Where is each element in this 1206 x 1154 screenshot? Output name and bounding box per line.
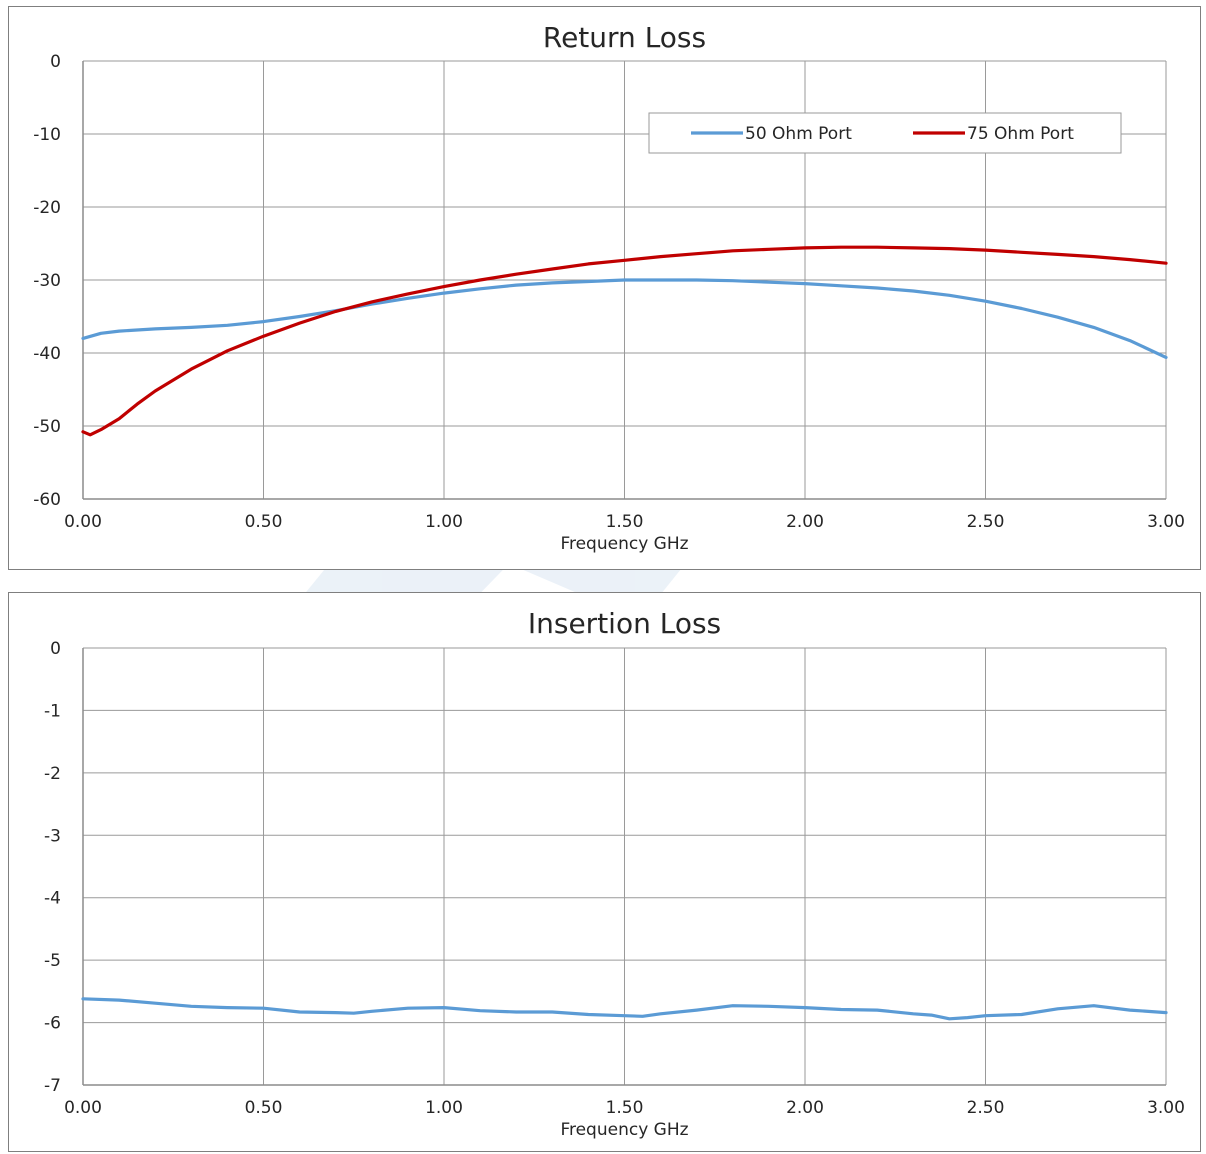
x-tick-label: 1.50 <box>606 512 644 532</box>
x-axis-label: Frequency GHz <box>560 1120 688 1140</box>
legend: 50 Ohm Port 75 Ohm Port <box>648 112 1122 154</box>
series-line-2 <box>81 245 1168 437</box>
chart-title: Return Loss <box>543 21 706 54</box>
return-loss-chart: Return Loss 0 -10 -20 -30 -40 -50 -60 0.00 0.50… <box>8 6 1201 570</box>
legend-entry: 50 Ohm Port <box>745 124 852 144</box>
y-tick-label: 0 <box>50 52 61 72</box>
insertion-loss-plot: Insertion Loss 0 -1 -2 -3 -4 -5 -6 -7 0.00 0.50 1… <box>44 607 1185 1140</box>
y-tick-label: -10 <box>33 125 61 145</box>
y-tick-label: 0 <box>50 639 61 659</box>
y-tick-label: -7 <box>44 1076 61 1096</box>
y-tick-label: -5 <box>44 951 61 971</box>
x-tick-label: 2.00 <box>786 1098 824 1118</box>
y-tick-label: -50 <box>33 417 61 437</box>
x-tick-label: 0.00 <box>64 512 102 532</box>
y-tick-label: -40 <box>33 344 61 364</box>
y-tick-label: -4 <box>44 889 61 909</box>
x-tick-label: 1.00 <box>425 512 463 532</box>
x-tick-label: 2.50 <box>967 1098 1005 1118</box>
x-tick-label: 0.50 <box>245 1098 283 1118</box>
x-tick-label: 3.00 <box>1147 512 1185 532</box>
y-tick-label: -60 <box>33 490 61 510</box>
chart-title: Insertion Loss <box>528 607 721 640</box>
series-line-1 <box>81 278 1168 359</box>
series-line-1 <box>81 997 1168 1021</box>
x-tick-label: 2.00 <box>786 512 824 532</box>
legend-entry: 75 Ohm Port <box>967 124 1074 144</box>
x-tick-label: 0.00 <box>64 1098 102 1118</box>
y-tick-label: -30 <box>33 271 61 291</box>
y-tick-label: -20 <box>33 198 61 218</box>
y-tick-label: -3 <box>44 826 61 846</box>
return-loss-plot: Return Loss 0 -10 -20 -30 -40 -50 -60 0.00 0.50… <box>33 21 1185 554</box>
y-tick-label: -6 <box>44 1014 61 1034</box>
y-tick-label: -2 <box>44 764 61 784</box>
x-tick-label: 1.50 <box>606 1098 644 1118</box>
y-tick-label: -1 <box>44 701 61 721</box>
x-tick-label: 0.50 <box>245 512 283 532</box>
x-tick-label: 1.00 <box>425 1098 463 1118</box>
x-axis-label: Frequency GHz <box>560 534 688 554</box>
insertion-loss-chart: Insertion Loss 0 -1 -2 -3 -4 -5 -6 -7 0.00 0.50 1… <box>8 592 1201 1152</box>
x-tick-label: 2.50 <box>967 512 1005 532</box>
x-tick-label: 3.00 <box>1147 1098 1185 1118</box>
